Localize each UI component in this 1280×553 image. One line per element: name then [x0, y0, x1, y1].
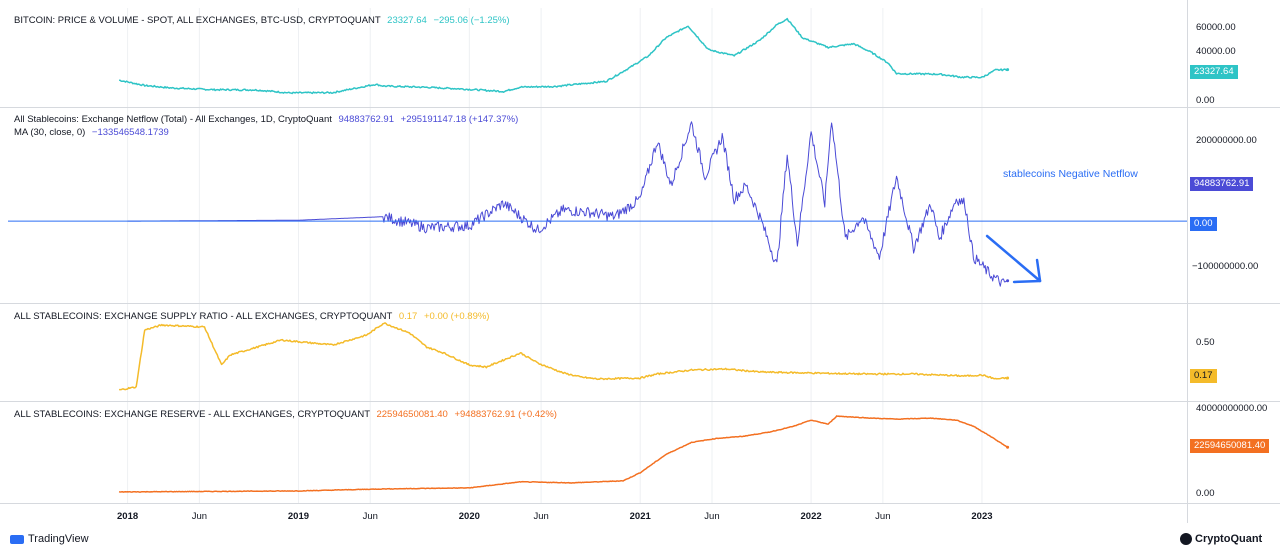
series-line-0 — [119, 17, 1009, 95]
series-line-1 — [127, 121, 1008, 287]
netflow-legend: All Stablecoins: Exchange Netflow (Total… — [14, 114, 518, 126]
ma-legend: MA (30, close, 0) −133546548.1739 — [14, 127, 169, 139]
reserve-title: ALL STABLECOINS: EXCHANGE RESERVE - ALL … — [14, 409, 370, 420]
btc-tick-60000: 60000.00 — [1196, 22, 1236, 33]
btc-legend: BITCOIN: PRICE & VOLUME - SPOT, ALL EXCH… — [14, 15, 510, 27]
netflow-tick-neg100m: −100000000.00 — [1192, 261, 1259, 272]
reserve-last-value: 22594650081.40 — [376, 409, 448, 420]
netflow-tick-200m: 200000000.00 — [1196, 135, 1257, 146]
reserve-change: +94883762.91 (+0.42%) — [454, 409, 557, 420]
x-tick-label: 2018 — [117, 511, 139, 522]
series-last-point-1 — [1006, 279, 1010, 283]
supply-ratio-badge: 0.17 — [1190, 369, 1217, 383]
reserve-tick-0: 0.00 — [1196, 488, 1215, 499]
reserve-badge: 22594650081.40 — [1190, 439, 1270, 453]
x-tick-label: Jun — [533, 511, 549, 522]
netflow-change: +295191147.18 (+147.37%) — [400, 114, 519, 125]
series-last-point-2 — [1006, 376, 1010, 380]
supply-ratio-title: ALL STABLECOINS: EXCHANGE SUPPLY RATIO -… — [14, 311, 393, 322]
annotation-text: stablecoins Negative Netflow — [1003, 168, 1138, 180]
x-tick-label: Jun — [362, 511, 378, 522]
supply-ratio-change: +0.00 (+0.89%) — [423, 311, 490, 322]
supply-ratio-last-value: 0.17 — [398, 311, 418, 322]
annotation-arrowhead — [1012, 258, 1042, 284]
ma-label: MA (30, close, 0) — [14, 127, 86, 138]
reserve-tick-40b: 40000000000.00 — [1196, 403, 1268, 414]
tradingview-logo: TradingView — [10, 533, 89, 545]
ma-value: −133546548.1739 — [91, 127, 169, 138]
series-line-2 — [119, 322, 1009, 391]
netflow-last-value: 94883762.91 — [338, 114, 394, 125]
cryptoquant-icon — [1180, 533, 1192, 546]
btc-tick-0: 0.00 — [1196, 95, 1215, 106]
cryptoquant-logo: CryptoQuant — [1180, 533, 1263, 546]
x-tick-label: 2020 — [458, 511, 480, 522]
tradingview-icon — [10, 534, 24, 544]
x-tick-label: Jun — [875, 511, 891, 522]
x-tick-label: 2019 — [287, 511, 310, 522]
ratio-tick-050: 0.50 — [1196, 337, 1215, 348]
supply-ratio-legend: ALL STABLECOINS: EXCHANGE SUPPLY RATIO -… — [14, 311, 489, 323]
netflow-badge: 94883762.91 — [1190, 177, 1254, 191]
btc-last-value: 23327.64 — [387, 15, 427, 26]
annotation-arrow — [985, 234, 1042, 283]
netflow-title: All Stablecoins: Exchange Netflow (Total… — [14, 114, 332, 125]
x-tick-label: 2022 — [800, 511, 822, 522]
btc-tick-40000: 40000.00 — [1196, 46, 1236, 57]
btc-title: BITCOIN: PRICE & VOLUME - SPOT, ALL EXCH… — [14, 15, 381, 26]
x-tick-label: Jun — [704, 511, 720, 522]
netflow-zero-badge: 0.00 — [1190, 217, 1217, 231]
reserve-legend: ALL STABLECOINS: EXCHANGE RESERVE - ALL … — [14, 409, 557, 421]
x-tick-label: Jun — [191, 511, 208, 522]
btc-price-badge: 23327.64 — [1190, 65, 1238, 79]
tradingview-label: TradingView — [28, 533, 89, 545]
x-tick-label: 2021 — [629, 511, 651, 522]
series-line-3 — [118, 415, 1008, 493]
series-last-point-0 — [1006, 68, 1010, 72]
series-last-point-3 — [1006, 445, 1010, 449]
btc-change: −295.06 (−1.25%) — [433, 15, 510, 26]
x-tick-label: 2023 — [971, 511, 993, 522]
cryptoquant-label: CryptoQuant — [1195, 533, 1263, 545]
